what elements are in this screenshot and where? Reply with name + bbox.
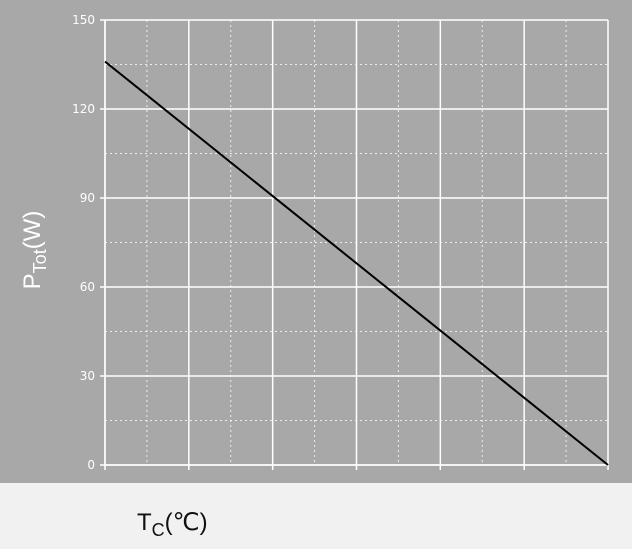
y-tick-label: 90 xyxy=(80,191,95,205)
tick-labels: 0 30 60 90 120 150 25 50 75 100 125 150 175 xyxy=(72,13,619,483)
series-line xyxy=(104,60,609,466)
y-tick-label: 30 xyxy=(80,369,95,383)
y-axis-label: PTot(W) xyxy=(19,211,50,290)
y-tick-label: 120 xyxy=(72,102,95,116)
x-tick-label: 150 xyxy=(513,481,536,483)
x-axis-label: TC(℃) xyxy=(137,509,208,540)
x-tick-label: 125 xyxy=(429,481,452,483)
x-tick-label: 50 xyxy=(181,481,196,483)
axes xyxy=(100,19,609,470)
chart-svg: 0 30 60 90 120 150 25 50 75 100 125 150 175 PTot(W) xyxy=(19,13,619,483)
x-tick-label: 75 xyxy=(265,481,280,483)
x-tick-label: 175 xyxy=(597,481,620,483)
grid xyxy=(104,19,609,466)
x-tick-label: 25 xyxy=(97,481,112,483)
y-tick-label: 150 xyxy=(72,13,95,27)
series-layer xyxy=(104,60,609,466)
y-tick-label: 0 xyxy=(87,458,95,472)
x-tick-label: 100 xyxy=(345,481,368,483)
y-tick-label: 60 xyxy=(80,280,95,294)
